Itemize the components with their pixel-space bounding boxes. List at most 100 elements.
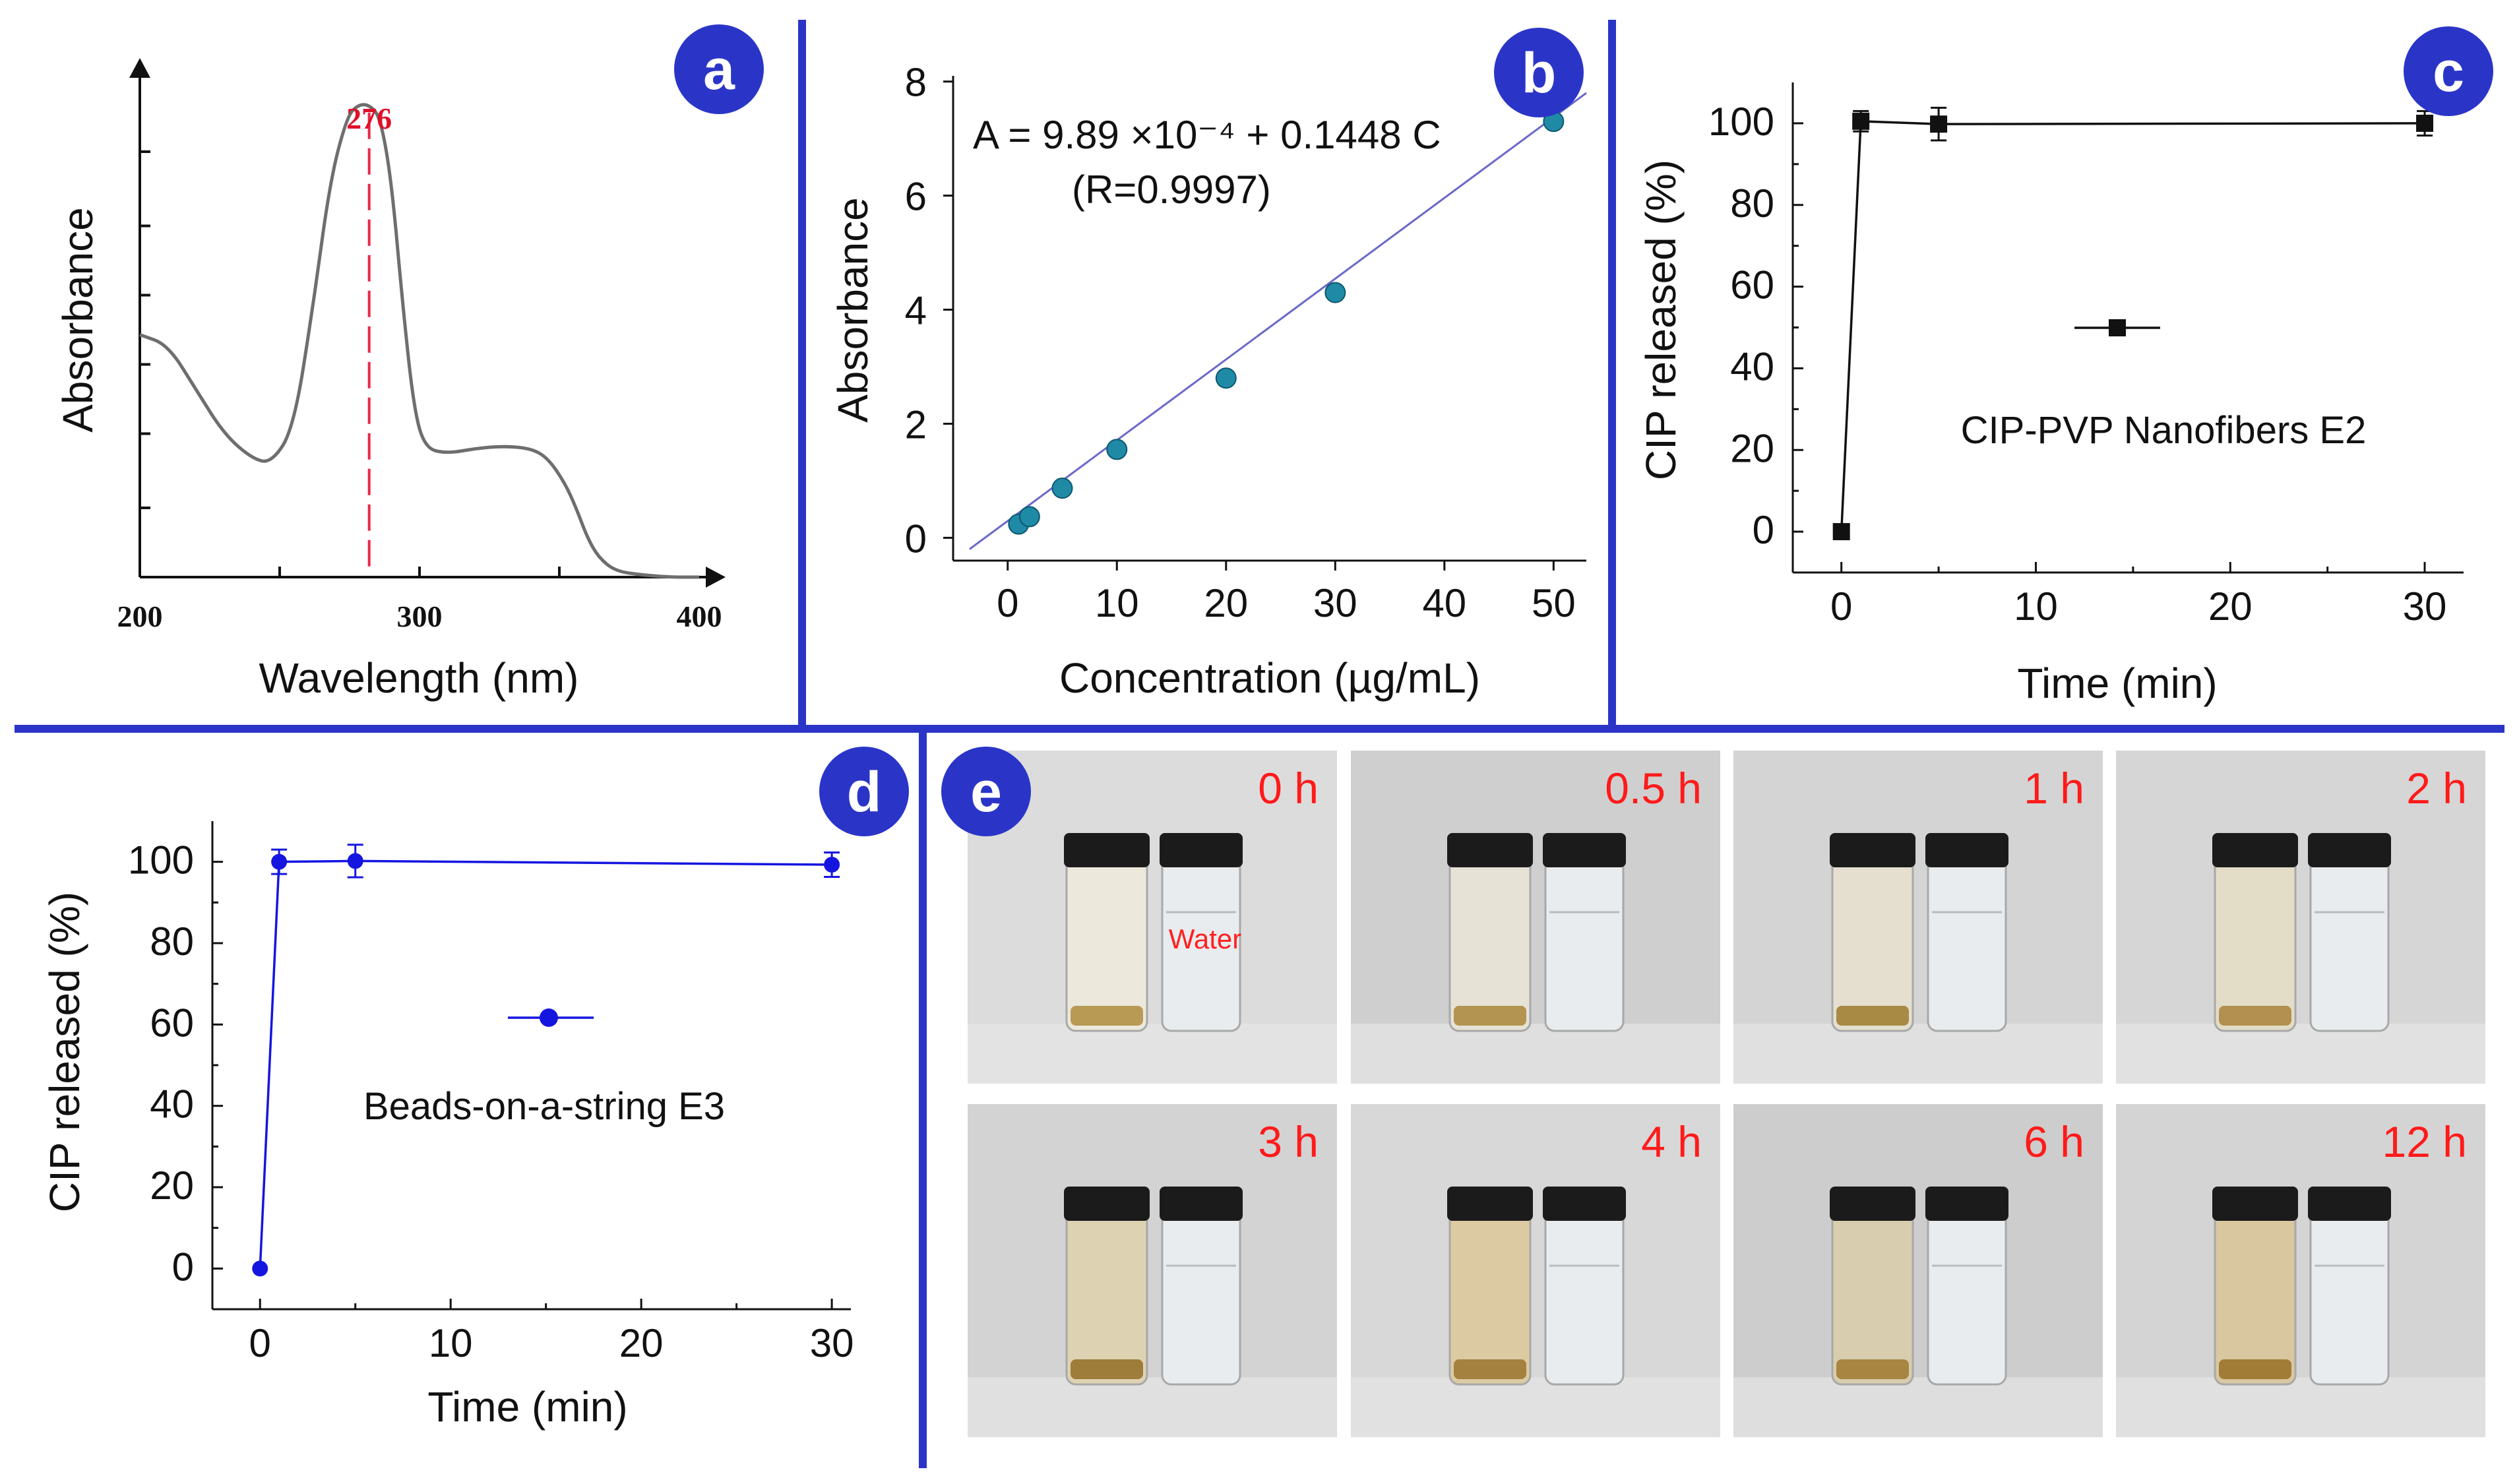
c-series-line	[1840, 120, 2425, 532]
c-legend-symbol	[2109, 319, 2126, 336]
sample-vial-cap	[1064, 833, 1150, 867]
panel-b-calibration: 0 10 20 30 40 50 0 2 4 6 8 A = 9.89 ×10⁻⁴ + 0.1448…	[829, 28, 1587, 702]
sample-sediment	[2219, 1006, 2291, 1026]
photo-table-surface	[2116, 1377, 2485, 1437]
b-axes	[952, 76, 1586, 562]
d-x-tick-label: 0	[249, 1321, 271, 1365]
panel-e-photo-grid: 0 h Water 0.5 h 1 h 2 h 3 h 4 h 6 h 12 h e	[941, 747, 2485, 1437]
water-vial-cap	[1925, 833, 2008, 867]
c-y-axis-label: CIP released (%)	[1637, 160, 1685, 480]
d-x-axis-label: Time (min)	[427, 1383, 627, 1431]
sample-vial-body	[2214, 1209, 2297, 1386]
b-y-tick-label: 8	[905, 61, 927, 105]
water-vial-cap	[1543, 1187, 1626, 1221]
divider-bc	[1608, 20, 1616, 729]
a-ticks	[140, 150, 561, 577]
sample-vial-body	[1831, 855, 1914, 1032]
d-badge-letter: d	[847, 760, 882, 824]
photo-cell: 6 h	[1733, 1104, 2103, 1437]
sample-sediment	[1454, 1359, 1526, 1379]
c-x-tick-label: 10	[2014, 584, 2058, 629]
d-y-tick-label: 40	[150, 1082, 194, 1127]
b-x-tick-label: 20	[1204, 581, 1248, 625]
water-vial-cap	[1160, 833, 1243, 867]
c-data-point	[1852, 112, 1870, 130]
b-data-point	[1324, 282, 1346, 303]
a-y-axis-label: Absorbance	[54, 207, 102, 433]
d-data-point	[271, 853, 288, 870]
b-data-point	[1106, 439, 1128, 460]
sample-sediment	[1071, 1359, 1143, 1379]
photo-cell: 3 h	[968, 1104, 1337, 1437]
b-data-point	[1215, 367, 1237, 389]
water-vial-cap	[1160, 1187, 1243, 1221]
photo-time-label: 0.5 h	[1605, 764, 1702, 813]
d-data-point	[824, 856, 840, 873]
b-y-tick-label: 2	[905, 402, 927, 447]
divider-horizontal	[15, 725, 2504, 733]
c-badge-circle	[2404, 26, 2493, 116]
d-x-tick-label: 20	[619, 1321, 664, 1365]
b-equation: A = 9.89 ×10⁻⁴ + 0.1448 C	[973, 113, 1441, 157]
panel-a-uv-spectrum: 276 200 300 400 Wavelength (nm) Absorbance…	[54, 24, 764, 702]
a-peak-label: 276	[346, 102, 392, 135]
d-y-tick-label: 100	[128, 838, 194, 882]
b-badge-circle	[1494, 28, 1584, 117]
water-vial-body	[1544, 1209, 1625, 1386]
b-y-tick-label: 6	[905, 175, 927, 219]
water-label: Water	[1169, 923, 1241, 954]
sample-sediment	[1454, 1006, 1526, 1026]
b-data-point	[1051, 478, 1073, 499]
b-data-points	[1008, 111, 1565, 535]
d-y-tick-label: 0	[172, 1245, 194, 1289]
b-x-tick-label: 10	[1095, 581, 1139, 625]
c-x-tick-label: 20	[2208, 584, 2253, 629]
d-y-tick-label: 60	[150, 1001, 194, 1045]
water-vial-cap	[2308, 1187, 2391, 1221]
c-badge-letter: c	[2433, 40, 2464, 104]
sample-vial-body	[1065, 855, 1148, 1032]
a-x-tick-label: 200	[117, 600, 163, 633]
photo-table-surface	[968, 1377, 1337, 1437]
water-vial-cap	[1925, 1187, 2008, 1221]
c-data-point	[1930, 115, 1948, 133]
a-x-tick-label: 300	[397, 600, 443, 633]
photo-table-surface	[2116, 1024, 2485, 1084]
d-legend-marker	[508, 1008, 594, 1027]
c-badge: c	[2404, 26, 2493, 116]
water-vial-cap	[1543, 833, 1626, 867]
a-x-tick-label: 400	[677, 600, 722, 633]
water-vial-body	[1927, 855, 2007, 1032]
sample-sediment	[1836, 1359, 1909, 1379]
photo-time-label: 6 h	[2024, 1117, 2084, 1166]
a-x-tick-labels: 200 300 400	[117, 600, 722, 633]
sample-vial-cap	[1064, 1187, 1150, 1221]
d-badge-circle	[819, 747, 909, 836]
d-y-tick-label: 80	[150, 919, 194, 964]
photo-table-surface	[1733, 1377, 2103, 1437]
c-series	[1832, 106, 2434, 541]
b-y-axis-label: Absorbance	[829, 197, 877, 423]
b-x-tick-label: 30	[1313, 581, 1357, 625]
d-legend-symbol	[540, 1008, 558, 1027]
water-vial-body	[1544, 855, 1625, 1032]
b-ticks	[943, 80, 1555, 571]
b-x-axis-label: Concentration (µg/mL)	[1059, 654, 1480, 702]
sample-vial-body	[2214, 855, 2297, 1032]
e-badge-letter: e	[970, 760, 1002, 824]
sample-vial-cap	[2212, 833, 2298, 867]
c-y-tick-label: 20	[1730, 426, 1774, 470]
b-fit-line	[968, 92, 1587, 550]
sample-vial-cap	[1447, 833, 1533, 867]
water-vial-body	[2309, 855, 2390, 1032]
c-x-tick-label: 0	[1830, 584, 1852, 629]
c-data-point	[2416, 114, 2434, 132]
b-x-tick-label: 0	[997, 581, 1018, 625]
a-badge-circle	[674, 24, 764, 114]
photo-cell: 12 h	[2116, 1104, 2485, 1437]
c-y-tick-label: 100	[1708, 100, 1774, 144]
sample-vial-cap	[1830, 833, 1915, 867]
photo-cell: 2 h	[2116, 751, 2485, 1084]
a-x-axis-label: Wavelength (nm)	[259, 654, 579, 702]
